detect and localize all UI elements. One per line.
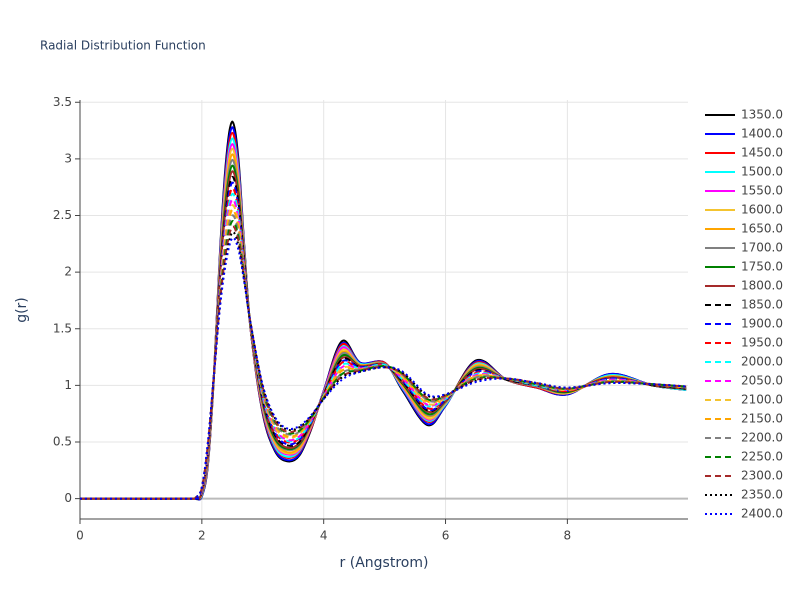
series-line <box>80 147 687 500</box>
y-axis-title: g(r) <box>14 297 30 323</box>
legend-label: 2250.0 <box>741 450 783 464</box>
y-tick-label: 2.5 <box>53 208 72 222</box>
series-line <box>80 181 687 500</box>
grid: 0 2 4 6 8 0 0.5 1 1.5 2 2.5 3 3.5 <box>53 95 688 543</box>
series-line <box>80 143 687 500</box>
legend-label: 1650.0 <box>741 222 783 236</box>
legend-label: 2300.0 <box>741 469 783 483</box>
legend-label: 1850.0 <box>741 298 783 312</box>
series-line <box>80 159 687 501</box>
x-tick-label: 6 <box>442 529 450 543</box>
series-line <box>80 176 687 501</box>
legend-label: 1700.0 <box>741 241 783 255</box>
legend-label: 1900.0 <box>741 317 783 331</box>
legend: 1350.0 1400.0 1450.0 1500.0 1550.0 1600.0 1650… <box>705 108 783 521</box>
series-line <box>80 126 687 501</box>
series-line <box>80 192 687 500</box>
series-line <box>80 198 687 500</box>
series-line <box>80 170 687 501</box>
legend-label: 1500.0 <box>741 165 783 179</box>
y-tick-label: 2 <box>64 265 72 279</box>
legend-label: 1400.0 <box>741 127 783 141</box>
y-tick-label: 1 <box>64 378 72 392</box>
series-line <box>80 208 687 500</box>
legend-label: 1550.0 <box>741 184 783 198</box>
legend-label: 1750.0 <box>741 260 783 274</box>
legend-label: 2150.0 <box>741 412 783 426</box>
series-line <box>80 236 687 500</box>
y-tick-label: 3 <box>64 151 72 165</box>
y-tick-label: 3.5 <box>53 95 72 109</box>
legend-label: 1950.0 <box>741 336 783 350</box>
series-line <box>80 225 687 500</box>
series-line <box>80 153 687 500</box>
x-axis-title: r (Angstrom) <box>340 555 429 571</box>
series-line <box>80 131 687 500</box>
x-tick-label: 2 <box>198 529 206 543</box>
legend-label: 1350.0 <box>741 108 783 122</box>
legend-label: 1600.0 <box>741 203 783 217</box>
legend-label: 2350.0 <box>741 488 783 502</box>
legend-label: 2400.0 <box>741 507 783 521</box>
series-line <box>80 214 687 500</box>
legend-label: 2200.0 <box>741 431 783 445</box>
plot-area <box>80 120 687 501</box>
x-tick-label: 8 <box>564 529 572 543</box>
series-line <box>80 204 687 500</box>
series-line <box>80 137 687 501</box>
y-tick-label: 0.5 <box>53 434 72 448</box>
series-line <box>80 187 687 500</box>
y-tick-label: 0 <box>64 491 72 505</box>
series-line <box>80 220 687 500</box>
x-tick-label: 0 <box>76 529 84 543</box>
legend-label: 1450.0 <box>741 146 783 160</box>
y-tick-label: 1.5 <box>53 321 72 335</box>
legend-label: 2000.0 <box>741 355 783 369</box>
x-tick-label: 4 <box>320 529 328 543</box>
chart-title: Radial Distribution Function <box>40 39 206 53</box>
legend-label: 1800.0 <box>741 279 783 293</box>
legend-label: 2050.0 <box>741 374 783 388</box>
legend-label: 2100.0 <box>741 393 783 407</box>
series-line <box>80 120 687 501</box>
